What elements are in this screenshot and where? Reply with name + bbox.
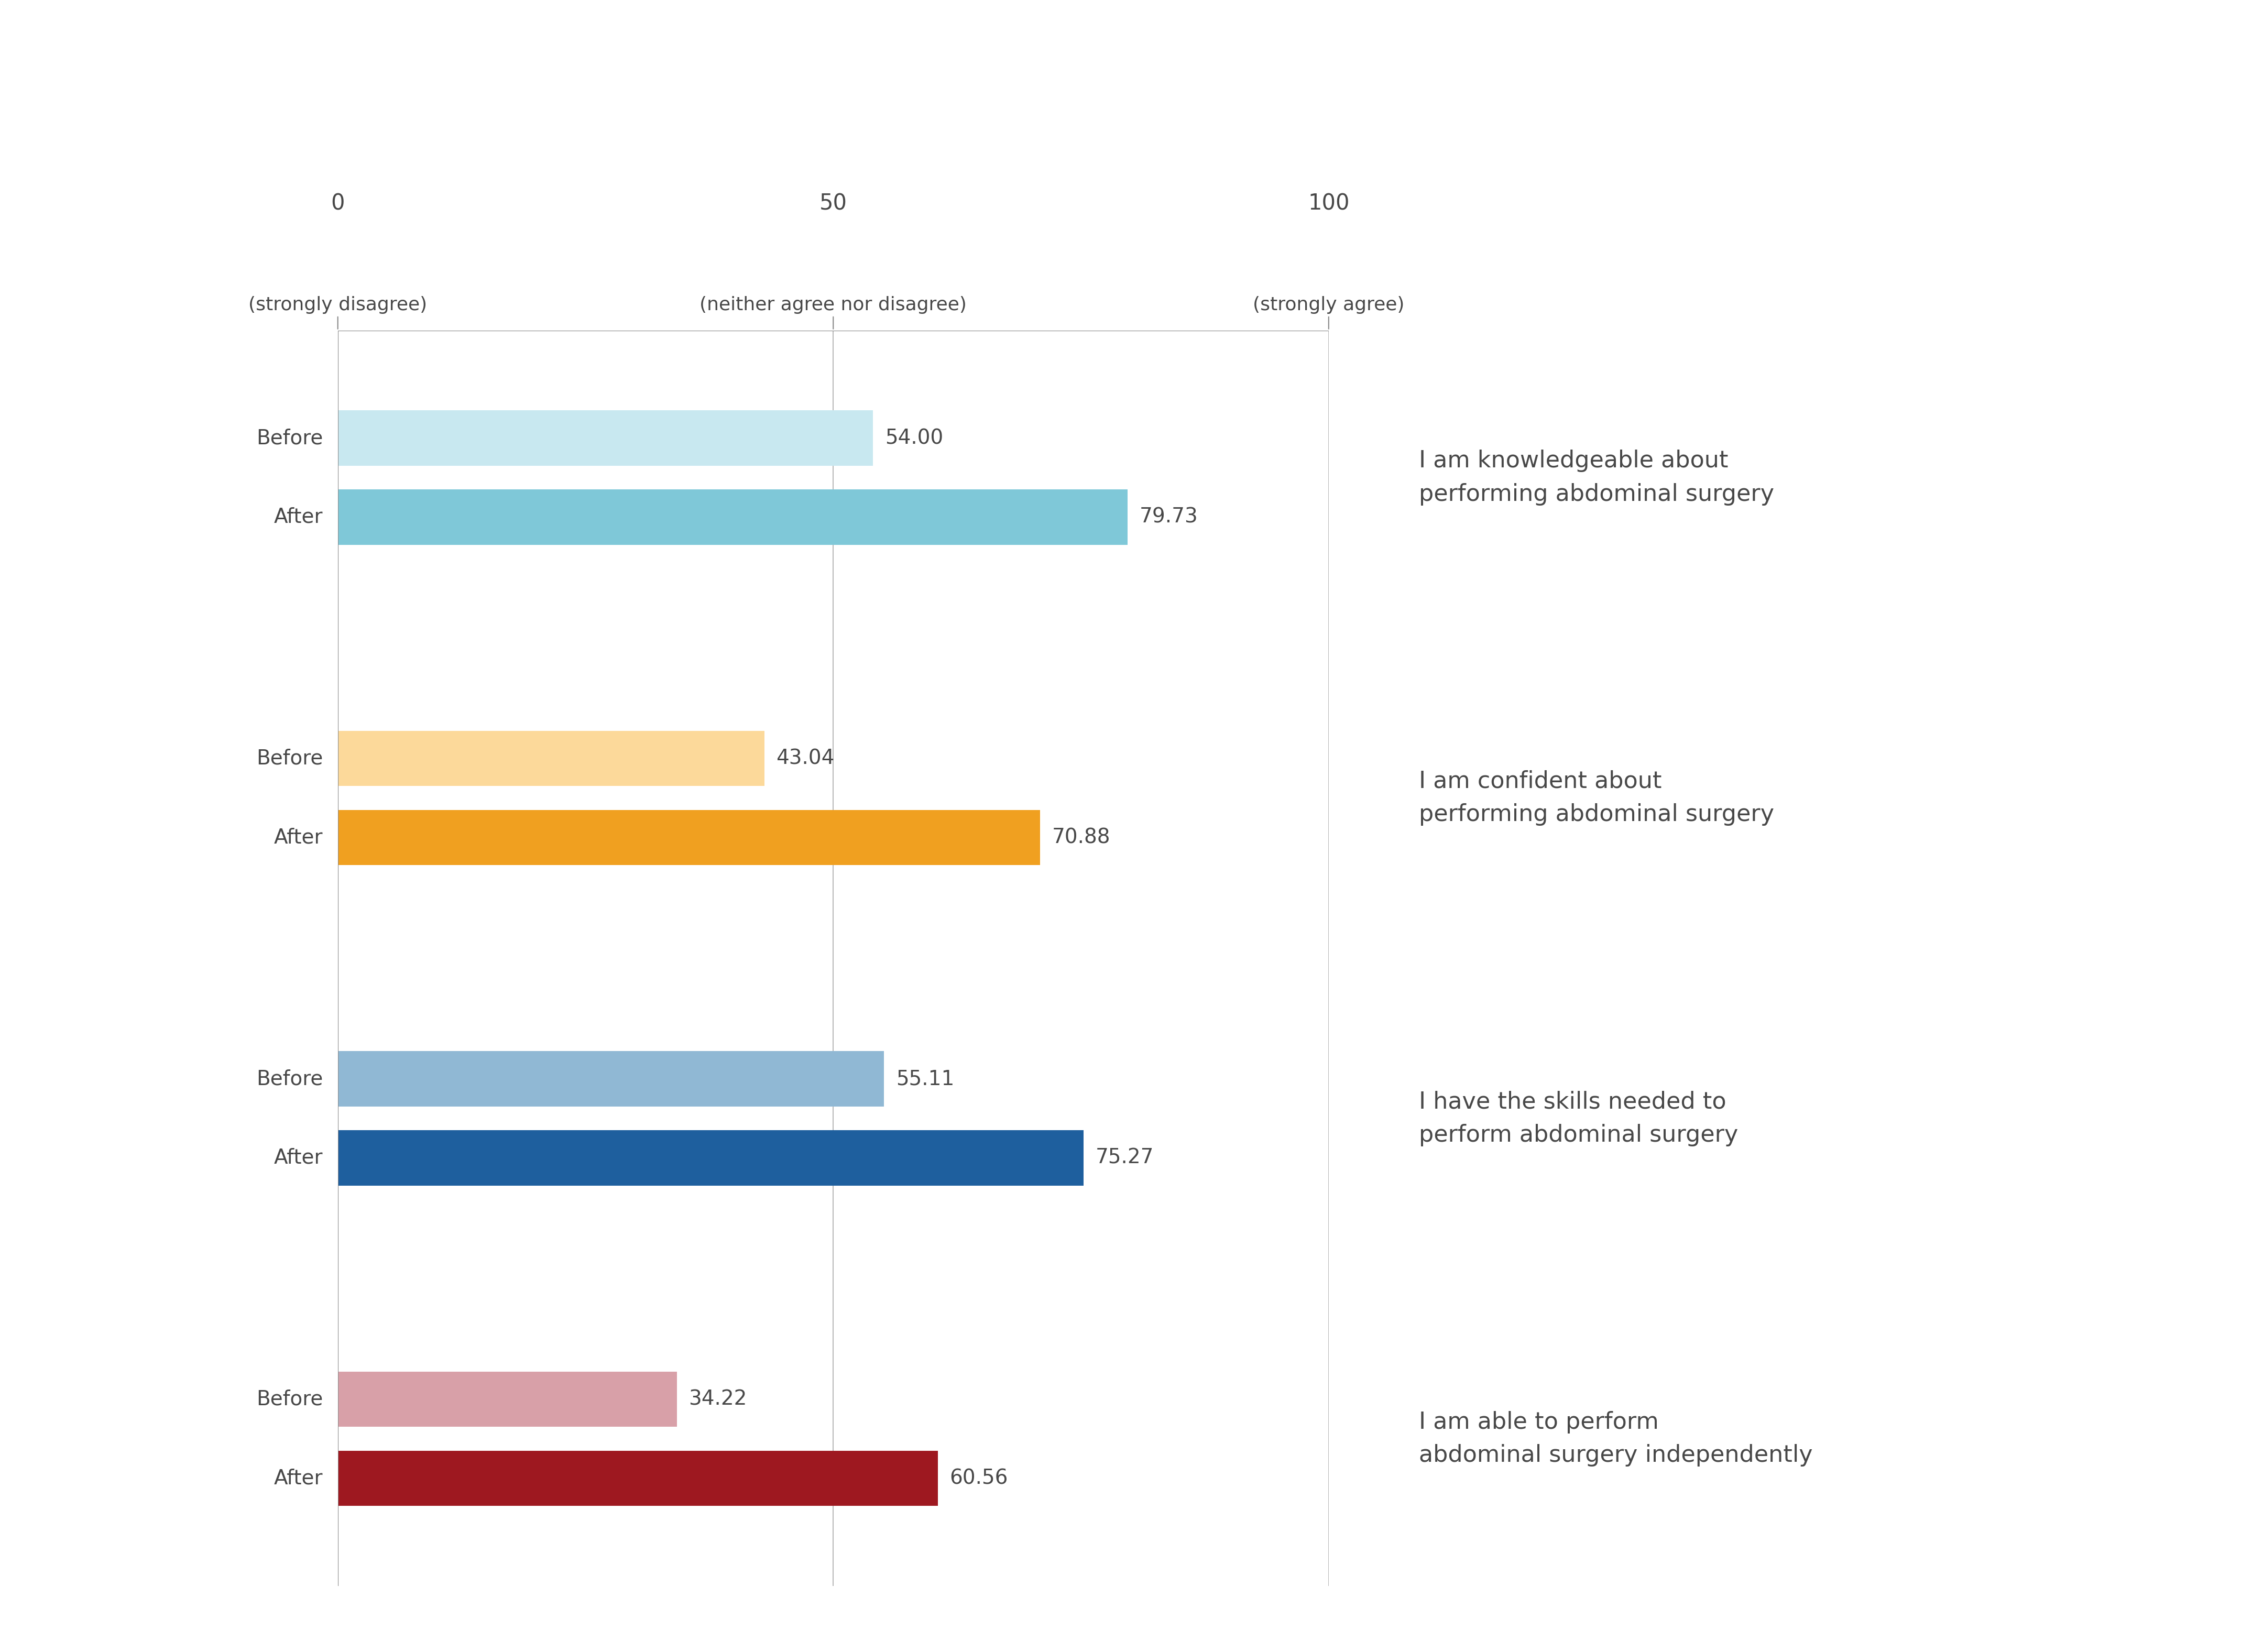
Text: 54.00: 54.00 xyxy=(885,428,944,448)
Text: (strongly disagree): (strongly disagree) xyxy=(248,296,428,314)
Text: Before: Before xyxy=(257,1389,322,1409)
Bar xyxy=(338,1051,883,1107)
Text: Before: Before xyxy=(257,428,322,448)
Bar xyxy=(338,1450,937,1507)
Text: After: After xyxy=(275,507,322,527)
Text: After: After xyxy=(275,1148,322,1168)
Text: 60.56: 60.56 xyxy=(950,1469,1009,1488)
Text: 0: 0 xyxy=(331,193,345,215)
Text: 50: 50 xyxy=(820,193,847,215)
Text: After: After xyxy=(275,1469,322,1488)
Text: Before: Before xyxy=(257,1069,322,1089)
Bar xyxy=(338,489,1128,545)
Text: 43.04: 43.04 xyxy=(777,748,835,768)
Bar xyxy=(338,730,763,786)
Text: 100: 100 xyxy=(1308,193,1349,215)
Text: I am confident about
performing abdominal surgery: I am confident about performing abdomina… xyxy=(1419,770,1775,826)
Bar xyxy=(338,809,1040,866)
Text: I have the skills needed to
perform abdominal surgery: I have the skills needed to perform abdo… xyxy=(1419,1090,1739,1146)
Bar xyxy=(338,1130,1083,1186)
Text: 34.22: 34.22 xyxy=(689,1389,748,1409)
Text: (strongly agree): (strongly agree) xyxy=(1252,296,1405,314)
Text: I am knowledgeable about
performing abdominal surgery: I am knowledgeable about performing abdo… xyxy=(1419,449,1775,506)
Text: (neither agree nor disagree): (neither agree nor disagree) xyxy=(700,296,966,314)
Text: 75.27: 75.27 xyxy=(1094,1148,1153,1168)
Text: 55.11: 55.11 xyxy=(896,1069,955,1089)
Text: Before: Before xyxy=(257,748,322,768)
Text: After: After xyxy=(275,828,322,847)
Bar xyxy=(338,410,874,466)
Text: 70.88: 70.88 xyxy=(1052,828,1110,847)
Text: I am able to perform
abdominal surgery independently: I am able to perform abdominal surgery i… xyxy=(1419,1411,1813,1467)
Bar xyxy=(338,1371,678,1427)
Text: 79.73: 79.73 xyxy=(1140,507,1198,527)
